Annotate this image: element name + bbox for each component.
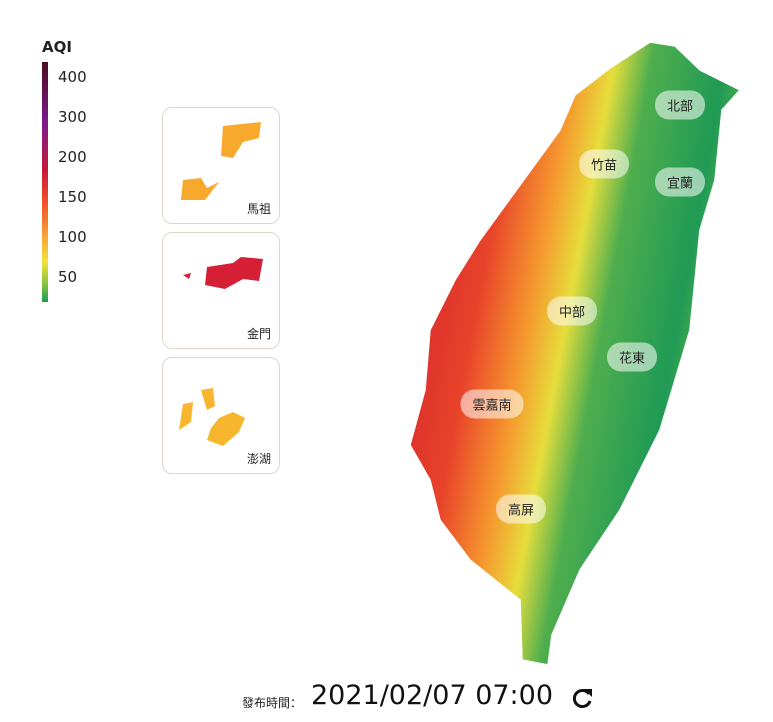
region-label[interactable]: 花東 bbox=[606, 342, 658, 372]
legend-tick-label: 400 bbox=[58, 68, 87, 86]
legend-tick-label: 200 bbox=[58, 148, 87, 166]
refresh-button[interactable] bbox=[571, 686, 595, 710]
region-label[interactable]: 中部 bbox=[546, 296, 598, 326]
region-label[interactable]: 竹苗 bbox=[578, 149, 630, 179]
inset-label: 馬祖 bbox=[246, 202, 271, 216]
island bbox=[181, 122, 261, 200]
region-label[interactable]: 宜蘭 bbox=[654, 167, 706, 197]
publish-time: 2021/02/07 07:00 bbox=[311, 680, 554, 711]
legend-tick-label: 150 bbox=[58, 188, 87, 206]
inset-matsu[interactable]: 馬祖 bbox=[162, 107, 280, 224]
inset-kinmen[interactable]: 金門 bbox=[162, 232, 280, 349]
legend-tick-label: 300 bbox=[58, 108, 87, 126]
publish-label: 發布時間： bbox=[242, 696, 303, 710]
region-label[interactable]: 高屏 bbox=[495, 494, 547, 524]
inset-label: 澎湖 bbox=[246, 452, 271, 466]
legend-colorbar bbox=[42, 62, 48, 302]
legend-tick-label: 100 bbox=[58, 228, 87, 246]
legend-tick-label: 50 bbox=[58, 268, 78, 286]
inset-label: 金門 bbox=[246, 327, 271, 341]
inset-penghu[interactable]: 澎湖 bbox=[162, 357, 280, 474]
island bbox=[183, 257, 263, 289]
island bbox=[179, 388, 245, 446]
region-label[interactable]: 北部 bbox=[654, 90, 706, 120]
legend-title: AQI bbox=[42, 38, 72, 56]
taiwan bbox=[409, 41, 742, 666]
region-label[interactable]: 雲嘉南 bbox=[460, 389, 524, 419]
